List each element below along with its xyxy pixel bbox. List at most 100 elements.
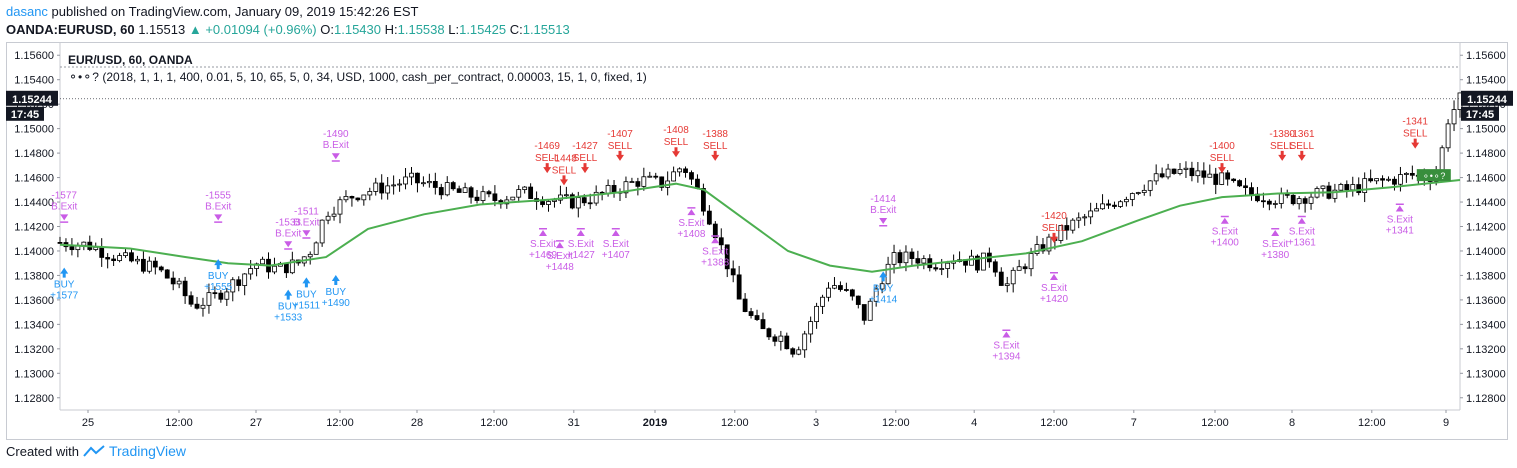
author-link[interactable]: dasanc (6, 4, 48, 19)
candle-body (575, 197, 581, 209)
y-tick-label-left: 1.14600 (14, 173, 54, 185)
candle-body (123, 252, 128, 257)
candle-body (1106, 203, 1111, 206)
y-tick-label-right: 1.15000 (1466, 124, 1506, 136)
sell-exit-arrow-icon (576, 227, 585, 236)
quote-line: OANDA:EURUSD, 60 1.15513 ▲ +0.01094 (+0.… (6, 22, 570, 37)
sell-signal-value: -1469 (534, 141, 560, 152)
buy-exit-arrow-icon (284, 241, 293, 250)
sell-exit-label: S.Exit (678, 218, 704, 229)
buy-exit-label: B.Exit (275, 228, 301, 239)
publish-text: published on TradingView.com, January 09… (51, 4, 419, 19)
candle-body (826, 287, 831, 298)
last-price: 1.15513 (138, 22, 186, 37)
candle-body (236, 279, 242, 286)
candle-body (1046, 236, 1052, 252)
candle-body (355, 197, 361, 201)
y-tick-label-right: 1.13200 (1466, 344, 1506, 356)
sell-signal-label: SELL (1042, 223, 1067, 234)
sell-signal-value: -1341 (1402, 117, 1428, 128)
y-tick-label-right: 1.12800 (1466, 393, 1506, 405)
buy-exit-label: B.Exit (51, 201, 77, 212)
candle-body (397, 183, 402, 186)
chart-panel[interactable] (6, 42, 1508, 440)
sell-exit-value: +1341 (1386, 225, 1415, 236)
candle-body (1272, 203, 1278, 205)
sell-arrow-icon (1297, 150, 1306, 161)
candle-body (1237, 180, 1242, 187)
candle-body (1368, 178, 1374, 182)
candle-body (1374, 178, 1379, 182)
buy-signal-value: +1577 (50, 291, 79, 302)
candle-body (1380, 178, 1385, 181)
candle-body (921, 258, 927, 264)
sell-signal-value: -1448 (551, 153, 577, 164)
candle-body (981, 252, 986, 271)
tradingview-logo-icon (83, 445, 105, 457)
candle-body (849, 289, 855, 297)
sell-signal-value: -1400 (1209, 141, 1235, 152)
candle-body (1225, 172, 1231, 180)
y-tick-label-right: 1.14400 (1466, 197, 1506, 209)
candle-body (730, 268, 736, 276)
candle-body (1159, 173, 1165, 178)
sell-arrow-icon (543, 163, 552, 174)
sell-exit-value: +1388 (701, 257, 730, 268)
candle-body (1129, 193, 1135, 200)
candle-body (81, 241, 87, 246)
sell-exit-arrow-icon (711, 235, 720, 244)
strategy-legend: ⚬•⚬? (2018, 1, 1, 1, 400, 0.01, 5, 10, 6… (68, 70, 647, 84)
buy-arrow-icon (331, 274, 340, 285)
buy-exit-value: -1414 (870, 194, 896, 205)
candle-body (385, 185, 391, 194)
y-tick-label-left: 1.13400 (14, 319, 54, 331)
candle-body (152, 260, 158, 268)
candle-body (1171, 168, 1177, 174)
buy-exit-arrow-icon (879, 218, 888, 227)
buy-signal-value: +1511 (293, 300, 321, 311)
y-tick-label-right: 1.13000 (1466, 368, 1506, 380)
candle-body (653, 175, 659, 178)
candle-body (677, 168, 682, 173)
y-tick-label-right: 1.13600 (1466, 295, 1506, 307)
candle-body (540, 201, 545, 205)
candle-body (69, 246, 75, 251)
candle-body (891, 252, 897, 265)
candle-body (909, 251, 915, 259)
candle-body (647, 175, 653, 178)
x-tick-label: 4 (971, 417, 977, 429)
candle-body (546, 201, 551, 205)
x-tick-label: 7 (1131, 417, 1137, 429)
sell-exit-arrow-icon (687, 207, 696, 216)
candle-body (701, 188, 706, 212)
candle-body (248, 268, 254, 275)
buy-arrow-icon (284, 289, 293, 300)
candle-body (1386, 178, 1391, 181)
candle-body (897, 252, 903, 264)
candle-body (641, 176, 647, 187)
sell-signal-label: SELL (703, 141, 728, 152)
sell-exit-value: +1448 (546, 262, 575, 273)
candle-body (337, 199, 343, 215)
sell-exit-label: S.Exit (1289, 227, 1315, 238)
candle-body (349, 196, 355, 199)
candle-body (581, 197, 587, 204)
close-value: 1.15513 (522, 22, 570, 37)
candle-body (528, 186, 534, 199)
candle-body (1356, 184, 1362, 193)
buy-signal-value: +1490 (322, 298, 351, 309)
sell-exit-label: S.Exit (1262, 239, 1288, 250)
candle-body (254, 263, 259, 269)
candle-body (421, 182, 426, 185)
tradingview-brand[interactable]: TradingView (108, 443, 187, 459)
buy-signal-label: BUY (326, 287, 347, 298)
candle-body (105, 257, 111, 260)
sell-signal-value: -1380 (1269, 129, 1295, 140)
sell-signal-value: -1361 (1289, 129, 1315, 140)
buy-exit-label: B.Exit (205, 201, 231, 212)
y-tick-label-right: 1.14800 (1466, 148, 1506, 160)
sell-signal-label: SELL (573, 153, 598, 164)
candle-body (1344, 184, 1350, 191)
sell-exit-label: S.Exit (702, 246, 728, 257)
